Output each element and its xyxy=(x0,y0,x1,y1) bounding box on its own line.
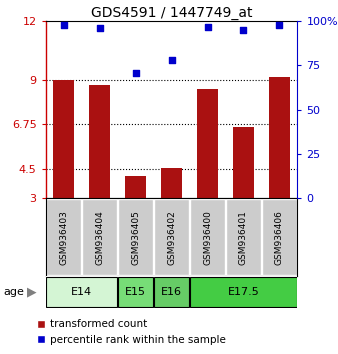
Title: GDS4591 / 1447749_at: GDS4591 / 1447749_at xyxy=(91,6,252,20)
Point xyxy=(277,22,282,28)
Point xyxy=(241,27,246,33)
Bar xyxy=(89,85,111,198)
Bar xyxy=(226,199,261,275)
Bar xyxy=(161,168,182,198)
Point xyxy=(61,22,66,28)
Bar xyxy=(190,199,225,275)
Text: GSM936403: GSM936403 xyxy=(59,210,68,265)
Text: E14: E14 xyxy=(71,287,92,297)
Point xyxy=(169,57,174,63)
Text: GSM936404: GSM936404 xyxy=(95,210,104,264)
Bar xyxy=(190,277,297,307)
Bar xyxy=(262,199,297,275)
Text: GSM936401: GSM936401 xyxy=(239,210,248,265)
Bar xyxy=(46,199,81,275)
Legend: transformed count, percentile rank within the sample: transformed count, percentile rank withi… xyxy=(32,315,230,349)
Bar xyxy=(233,127,254,198)
Point xyxy=(205,24,210,29)
Bar xyxy=(118,277,153,307)
Text: GSM936402: GSM936402 xyxy=(167,210,176,264)
Bar xyxy=(269,77,290,198)
Text: age: age xyxy=(3,287,24,297)
Bar xyxy=(154,277,189,307)
Point xyxy=(133,70,138,75)
Text: ▶: ▶ xyxy=(27,286,37,298)
Bar xyxy=(154,199,189,275)
Bar xyxy=(82,199,117,275)
Bar xyxy=(197,89,218,198)
Text: E16: E16 xyxy=(161,287,182,297)
Text: GSM936400: GSM936400 xyxy=(203,210,212,265)
Text: E17.5: E17.5 xyxy=(227,287,259,297)
Bar xyxy=(125,176,146,198)
Bar xyxy=(46,277,117,307)
Text: GSM936406: GSM936406 xyxy=(275,210,284,265)
Bar xyxy=(53,80,74,198)
Text: GSM936405: GSM936405 xyxy=(131,210,140,265)
Bar xyxy=(118,199,153,275)
Point xyxy=(97,25,102,31)
Text: E15: E15 xyxy=(125,287,146,297)
